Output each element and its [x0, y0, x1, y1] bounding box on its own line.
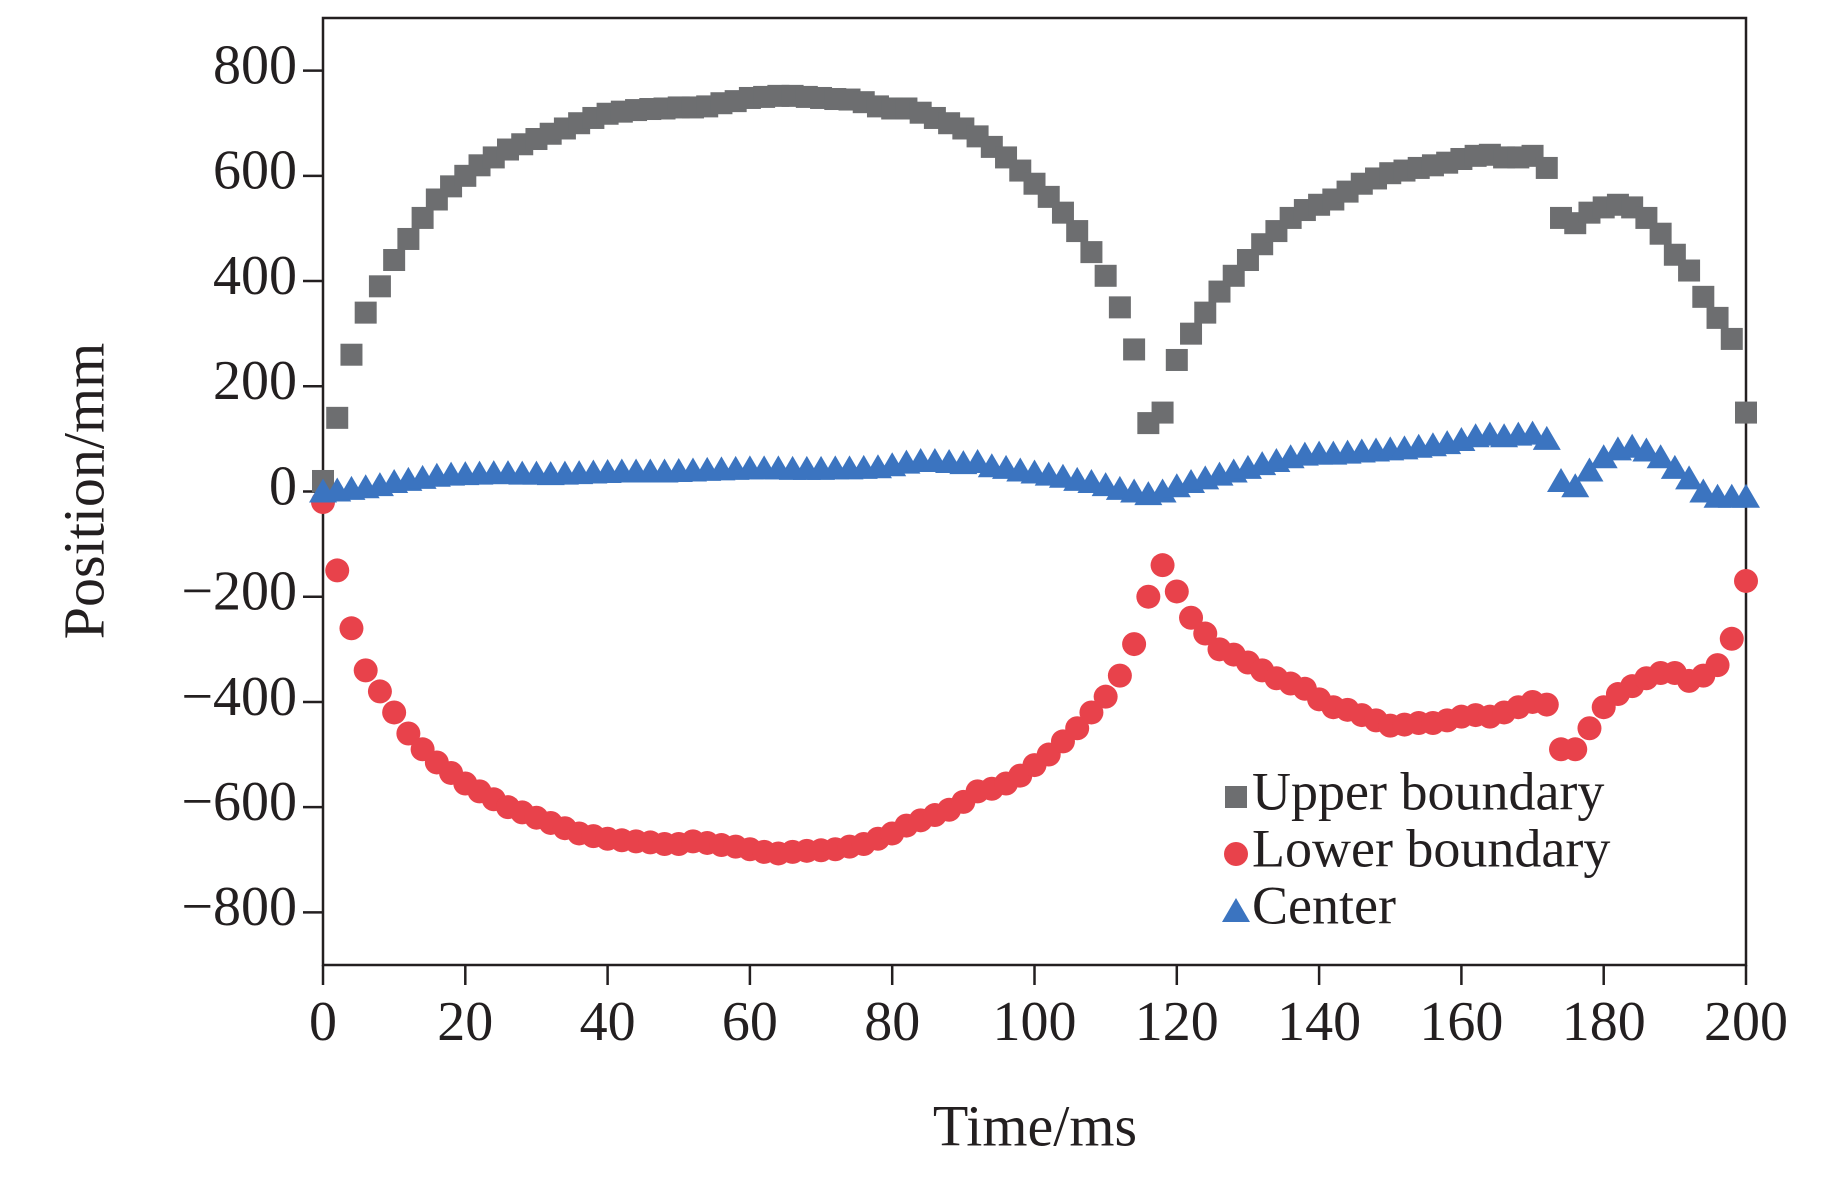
legend-text: Center	[1252, 875, 1396, 935]
point	[340, 343, 363, 366]
y-tick-label: 200	[213, 350, 297, 412]
point	[1165, 348, 1188, 371]
y-tick-label: −800	[181, 876, 297, 938]
legend-marker	[1224, 842, 1248, 866]
point	[1122, 632, 1147, 657]
point	[383, 249, 406, 272]
point	[1706, 306, 1729, 329]
point	[1065, 716, 1090, 741]
x-axis-title: Time/ms	[933, 1093, 1137, 1158]
point	[1561, 473, 1590, 498]
point	[1066, 220, 1089, 243]
y-tick-label: 600	[213, 140, 297, 202]
point	[326, 406, 349, 429]
point	[1123, 338, 1146, 361]
point	[1632, 437, 1661, 462]
point	[1080, 241, 1103, 264]
point	[1532, 425, 1561, 450]
point	[1093, 684, 1118, 709]
point	[1151, 401, 1174, 424]
point	[1193, 621, 1218, 646]
y-tick-label: 800	[213, 34, 297, 96]
point	[1136, 584, 1161, 609]
point	[411, 206, 434, 229]
point	[1660, 454, 1689, 479]
point	[1575, 457, 1604, 482]
y-tick-label: −400	[181, 666, 297, 728]
point	[367, 679, 392, 704]
x-tick-label: 80	[864, 991, 920, 1053]
point	[1150, 553, 1175, 578]
point	[1194, 301, 1217, 324]
point	[1646, 444, 1675, 469]
point	[339, 616, 364, 641]
x-tick-label: 0	[309, 991, 337, 1053]
point	[1675, 465, 1704, 490]
point	[1179, 605, 1204, 630]
x-tick-label: 120	[1135, 991, 1219, 1053]
point	[1678, 259, 1701, 282]
point	[396, 721, 421, 746]
point	[1534, 692, 1559, 717]
point	[1577, 716, 1602, 741]
point	[1732, 483, 1760, 508]
point	[1180, 322, 1203, 345]
point	[1108, 296, 1131, 319]
y-tick-label: −600	[181, 771, 297, 833]
legend-marker	[1225, 786, 1247, 808]
x-tick-label: 40	[580, 991, 636, 1053]
y-axis-title: Position/mm	[51, 343, 116, 640]
legend-text: Lower boundary	[1252, 818, 1610, 878]
point	[397, 227, 420, 250]
y-tick-label: 0	[269, 455, 297, 517]
legend-text: Upper boundary	[1252, 761, 1604, 821]
x-tick-label: 20	[437, 991, 493, 1053]
point	[1535, 156, 1558, 179]
point	[1735, 401, 1757, 424]
point	[382, 700, 407, 725]
point	[1692, 285, 1715, 308]
point	[1079, 700, 1104, 725]
point	[1649, 222, 1672, 245]
x-tick-label: 100	[993, 991, 1077, 1053]
point	[1734, 568, 1758, 593]
point	[353, 658, 378, 683]
x-tick-label: 140	[1277, 991, 1361, 1053]
point	[325, 558, 350, 583]
legend-marker	[1222, 898, 1250, 922]
point	[1051, 201, 1074, 224]
point	[1164, 579, 1189, 604]
point	[1563, 737, 1588, 762]
point	[354, 301, 377, 324]
x-tick-label: 180	[1562, 991, 1646, 1053]
point	[1094, 264, 1117, 287]
x-tick-label: 160	[1419, 991, 1503, 1053]
point	[1107, 663, 1132, 688]
y-tick-label: −200	[181, 561, 297, 623]
point	[1705, 653, 1730, 678]
point	[1589, 444, 1618, 469]
point	[1719, 626, 1744, 651]
point	[1720, 327, 1743, 350]
point	[368, 275, 391, 298]
x-tick-label: 60	[722, 991, 778, 1053]
x-tick-label: 200	[1704, 991, 1788, 1053]
y-tick-label: 400	[213, 245, 297, 307]
